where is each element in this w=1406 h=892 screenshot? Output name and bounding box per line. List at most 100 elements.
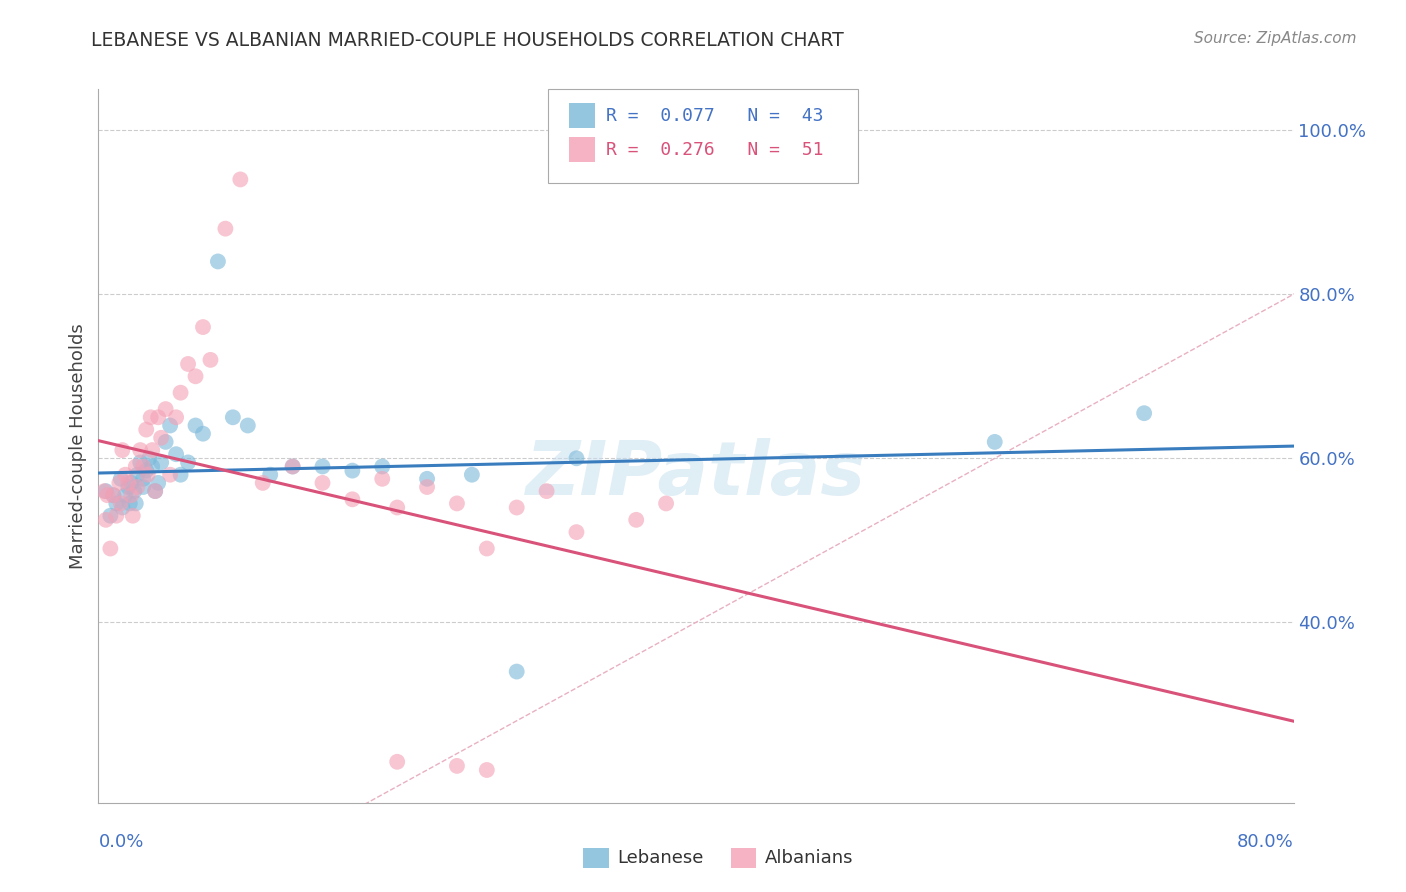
- Point: [229, 172, 252, 186]
- Point: [141, 443, 163, 458]
- Point: [177, 357, 200, 371]
- Point: [165, 410, 187, 425]
- Point: [626, 513, 648, 527]
- Point: [118, 496, 141, 510]
- Point: [94, 513, 117, 527]
- Point: [655, 496, 678, 510]
- Text: Source: ZipAtlas.com: Source: ZipAtlas.com: [1194, 31, 1357, 46]
- Point: [177, 455, 200, 469]
- Y-axis label: Married-couple Households: Married-couple Households: [69, 323, 87, 569]
- Point: [110, 496, 132, 510]
- Point: [132, 472, 155, 486]
- Point: [135, 423, 157, 437]
- Point: [159, 467, 181, 482]
- Point: [461, 467, 484, 482]
- Point: [94, 484, 117, 499]
- Point: [416, 480, 439, 494]
- Point: [506, 500, 529, 515]
- Point: [135, 464, 157, 478]
- Point: [536, 484, 558, 499]
- Point: [114, 467, 136, 482]
- Point: [120, 488, 142, 502]
- Point: [111, 500, 134, 515]
- Point: [136, 467, 159, 482]
- Point: [103, 488, 125, 502]
- Point: [252, 475, 274, 490]
- Text: R =  0.276   N =  51: R = 0.276 N = 51: [606, 141, 824, 159]
- Point: [125, 459, 148, 474]
- Point: [93, 484, 115, 499]
- Point: [984, 434, 1007, 449]
- Point: [103, 488, 125, 502]
- Point: [191, 320, 214, 334]
- Point: [311, 459, 333, 474]
- Point: [120, 475, 142, 490]
- Point: [565, 525, 588, 540]
- Point: [132, 480, 155, 494]
- Point: [475, 763, 498, 777]
- Point: [342, 464, 364, 478]
- Point: [98, 541, 122, 556]
- Text: ZIPatlas: ZIPatlas: [526, 438, 866, 511]
- Point: [446, 496, 468, 510]
- Point: [139, 410, 162, 425]
- Text: Albanians: Albanians: [765, 849, 853, 867]
- Point: [150, 455, 173, 469]
- Point: [506, 665, 529, 679]
- Point: [150, 431, 173, 445]
- Text: 80.0%: 80.0%: [1237, 833, 1294, 851]
- Point: [371, 472, 394, 486]
- Point: [371, 459, 394, 474]
- Point: [124, 484, 146, 499]
- Point: [96, 488, 118, 502]
- Point: [148, 475, 170, 490]
- Point: [148, 410, 170, 425]
- Point: [184, 369, 207, 384]
- Text: R =  0.077   N =  43: R = 0.077 N = 43: [606, 107, 824, 125]
- Point: [169, 467, 191, 482]
- Point: [110, 472, 132, 486]
- Point: [117, 480, 139, 494]
- Point: [565, 451, 588, 466]
- Point: [155, 402, 177, 417]
- Point: [184, 418, 207, 433]
- Point: [155, 434, 177, 449]
- Point: [141, 459, 163, 474]
- Point: [475, 541, 498, 556]
- Point: [111, 443, 134, 458]
- Point: [446, 759, 468, 773]
- Point: [129, 455, 152, 469]
- Text: 0.0%: 0.0%: [98, 833, 143, 851]
- Point: [125, 496, 148, 510]
- Point: [1133, 406, 1156, 420]
- Point: [385, 755, 409, 769]
- Point: [281, 459, 304, 474]
- Point: [214, 221, 236, 235]
- Point: [281, 459, 304, 474]
- Point: [117, 475, 139, 490]
- Point: [222, 410, 245, 425]
- Point: [259, 467, 281, 482]
- Point: [159, 418, 181, 433]
- Text: Lebanese: Lebanese: [617, 849, 703, 867]
- Point: [121, 508, 143, 523]
- Point: [143, 484, 166, 499]
- Point: [311, 475, 333, 490]
- Point: [105, 508, 128, 523]
- Point: [143, 484, 166, 499]
- Point: [165, 447, 187, 461]
- Point: [132, 459, 155, 474]
- Point: [416, 472, 439, 486]
- Point: [138, 451, 160, 466]
- Point: [385, 500, 409, 515]
- Point: [98, 508, 122, 523]
- Point: [191, 426, 214, 441]
- Point: [127, 467, 149, 482]
- Point: [200, 352, 222, 367]
- Point: [342, 492, 364, 507]
- Point: [114, 488, 136, 502]
- Point: [169, 385, 191, 400]
- Text: LEBANESE VS ALBANIAN MARRIED-COUPLE HOUSEHOLDS CORRELATION CHART: LEBANESE VS ALBANIAN MARRIED-COUPLE HOUS…: [91, 31, 844, 50]
- Point: [108, 475, 131, 490]
- Point: [105, 496, 128, 510]
